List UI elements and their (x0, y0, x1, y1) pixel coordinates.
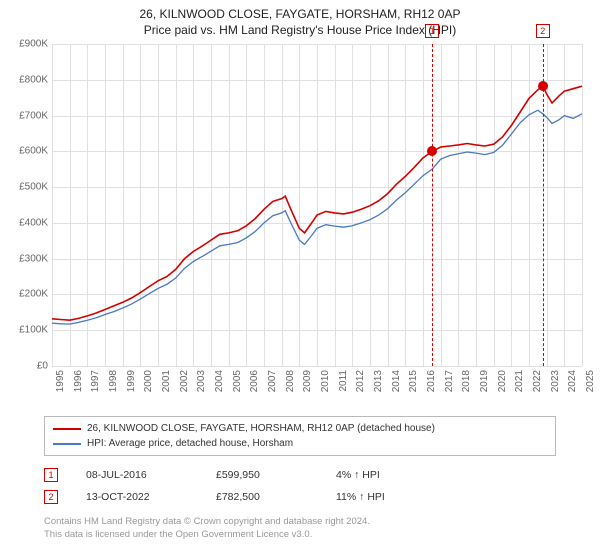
events-table: 1 08-JUL-2016 £599,950 4% ↑ HPI 2 13-OCT… (44, 464, 556, 508)
event-vline (543, 44, 544, 366)
event-tag-icon: 1 (44, 468, 58, 482)
x-tick-label: 2017 (444, 370, 455, 392)
x-tick-label: 1998 (108, 370, 119, 392)
x-tick-label: 2007 (267, 370, 278, 392)
series-line (52, 110, 582, 324)
chart-container: 26, KILNWOOD CLOSE, FAYGATE, HORSHAM, RH… (0, 0, 600, 560)
legend-swatch (53, 428, 81, 430)
legend-box: 26, KILNWOOD CLOSE, FAYGATE, HORSHAM, RH… (44, 416, 556, 456)
event-tag-marker: 1 (425, 24, 439, 38)
legend-label: HPI: Average price, detached house, Hors… (87, 436, 293, 451)
x-tick-label: 2013 (373, 370, 384, 392)
y-tick-label: £300K (3, 253, 48, 264)
x-tick-label: 2011 (338, 370, 349, 392)
legend-swatch (53, 443, 81, 445)
x-tick-label: 2001 (161, 370, 172, 392)
title-line-1: 26, KILNWOOD CLOSE, FAYGATE, HORSHAM, RH… (0, 6, 600, 22)
legend-label: 26, KILNWOOD CLOSE, FAYGATE, HORSHAM, RH… (87, 421, 435, 436)
x-tick-label: 2023 (550, 370, 561, 392)
x-tick-label: 2006 (249, 370, 260, 392)
x-tick-label: 2012 (355, 370, 366, 392)
x-tick-label: 2004 (214, 370, 225, 392)
y-tick-label: £800K (3, 74, 48, 85)
x-tick-label: 1999 (126, 370, 137, 392)
event-diff: 11% ↑ HPI (336, 491, 416, 503)
x-tick-label: 2014 (391, 370, 402, 392)
x-tick-label: 2016 (426, 370, 437, 392)
footer: Contains HM Land Registry data © Crown c… (44, 516, 556, 542)
title-block: 26, KILNWOOD CLOSE, FAYGATE, HORSHAM, RH… (0, 0, 600, 38)
x-tick-label: 1996 (73, 370, 84, 392)
event-tag-number: 1 (48, 470, 53, 480)
line-series-svg (52, 44, 582, 366)
x-tick-label: 2024 (567, 370, 578, 392)
x-tick-label: 2021 (514, 370, 525, 392)
x-tick-label: 1997 (90, 370, 101, 392)
event-tag-number: 2 (48, 492, 53, 502)
event-date: 08-JUL-2016 (86, 469, 216, 481)
y-tick-label: £500K (3, 182, 48, 193)
footer-line-2: This data is licensed under the Open Gov… (44, 529, 556, 542)
y-tick-label: £900K (3, 39, 48, 50)
x-tick-label: 2005 (232, 370, 243, 392)
legend-row: 26, KILNWOOD CLOSE, FAYGATE, HORSHAM, RH… (53, 421, 547, 436)
event-dot (427, 146, 437, 156)
y-tick-label: £100K (3, 325, 48, 336)
event-tag-icon: 2 (44, 490, 58, 504)
y-tick-label: £700K (3, 110, 48, 121)
x-tick-label: 2022 (532, 370, 543, 392)
y-tick-label: £600K (3, 146, 48, 157)
y-tick-label: £400K (3, 217, 48, 228)
x-tick-label: 2025 (585, 370, 596, 392)
event-tag-marker: 2 (536, 24, 550, 38)
event-diff: 4% ↑ HPI (336, 469, 416, 481)
event-price: £599,950 (216, 469, 336, 481)
x-tick-label: 2015 (408, 370, 419, 392)
x-tick-label: 1995 (55, 370, 66, 392)
y-tick-label: £200K (3, 289, 48, 300)
y-tick-label: £0 (3, 361, 48, 372)
x-tick-label: 2008 (285, 370, 296, 392)
event-date: 13-OCT-2022 (86, 491, 216, 503)
event-price: £782,500 (216, 491, 336, 503)
x-tick-label: 2018 (461, 370, 472, 392)
event-table-row: 1 08-JUL-2016 £599,950 4% ↑ HPI (44, 464, 556, 486)
legend-row: HPI: Average price, detached house, Hors… (53, 436, 547, 451)
footer-line-1: Contains HM Land Registry data © Crown c… (44, 516, 556, 529)
x-tick-label: 2002 (179, 370, 190, 392)
x-tick-label: 2003 (196, 370, 207, 392)
event-vline (432, 44, 433, 366)
event-table-row: 2 13-OCT-2022 £782,500 11% ↑ HPI (44, 486, 556, 508)
x-tick-label: 2010 (320, 370, 331, 392)
x-tick-label: 2020 (497, 370, 508, 392)
series-line (52, 86, 582, 320)
x-tick-label: 2000 (143, 370, 154, 392)
x-tick-label: 2009 (302, 370, 313, 392)
plot-area: 12 £0£100K£200K£300K£400K£500K£600K£700K… (52, 44, 582, 366)
title-line-2: Price paid vs. HM Land Registry's House … (0, 22, 600, 38)
x-tick-label: 2019 (479, 370, 490, 392)
event-dot (538, 81, 548, 91)
